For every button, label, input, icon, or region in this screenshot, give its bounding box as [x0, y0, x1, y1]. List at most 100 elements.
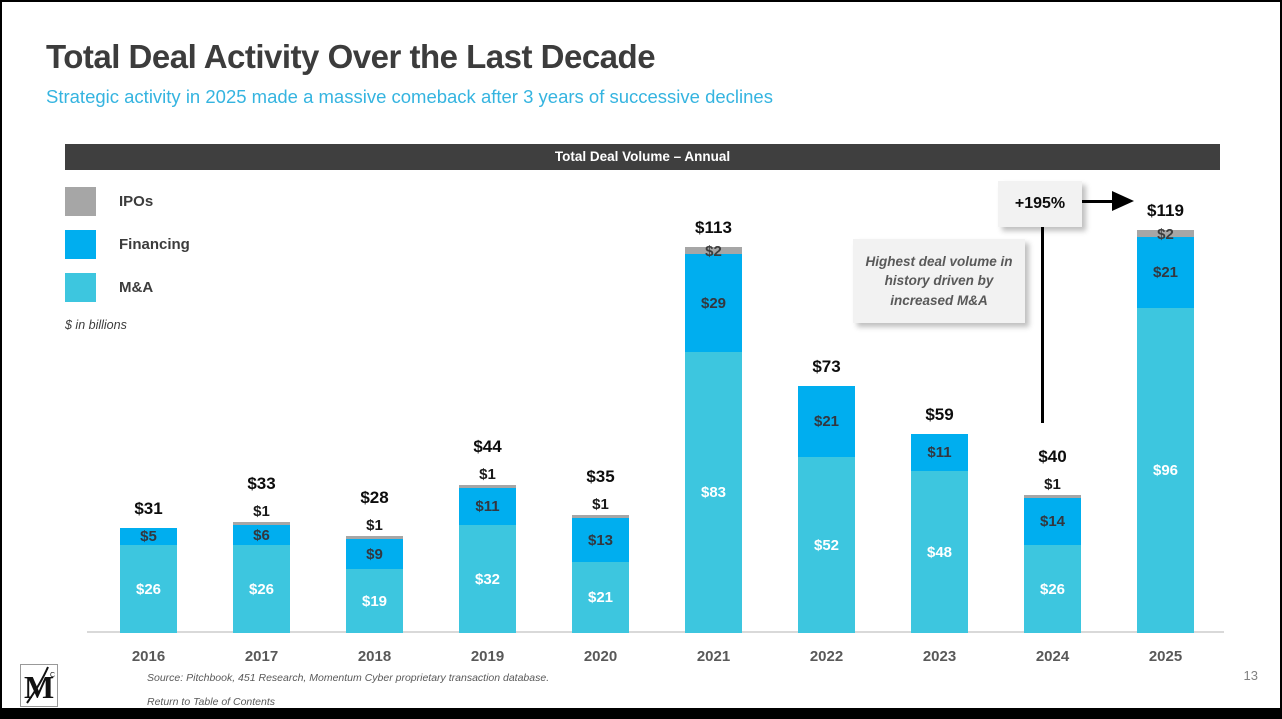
- bar-segment-ma-2023: $48: [911, 471, 968, 633]
- bar-segment-ipos-2024: [1024, 495, 1081, 498]
- x-tick-2017: 2017: [244, 648, 279, 665]
- bar-segment-ipos-2017: [233, 522, 290, 525]
- financing-value-2016: $5: [140, 528, 157, 545]
- bar-segment-financing-2017: $6: [233, 525, 290, 545]
- total-label-2024: $40: [1038, 447, 1067, 466]
- total-label-2019: $44: [473, 437, 502, 456]
- financing-value-2021: $29: [700, 294, 727, 312]
- chart-column-2018: $28 $1 $9 $19 2018: [318, 172, 431, 665]
- bar-segment-ma-2018: $19: [346, 569, 403, 633]
- stacked-bar-2023: $11 $48: [911, 434, 968, 633]
- financing-value-2023: $11: [927, 444, 952, 461]
- callout-arrow-line: [1082, 200, 1112, 203]
- bar-segment-ma-2016: $26: [120, 545, 177, 633]
- growth-callout: +195%: [998, 181, 1082, 227]
- x-tick-2018: 2018: [357, 648, 392, 665]
- legend-item-financing: Financing: [65, 230, 190, 259]
- total-label-2018: $28: [360, 488, 389, 507]
- bar-segment-financing-2016: $5: [120, 528, 177, 545]
- ipo-label-2018: $1: [366, 517, 383, 534]
- ma-value-2018: $19: [361, 592, 388, 610]
- return-to-toc-link[interactable]: Return to Table of Contents: [147, 696, 276, 708]
- stacked-bar-2022: $21 $52: [798, 386, 855, 633]
- chart-column-2022: $73 $21 $52 2022: [770, 172, 883, 665]
- total-label-2025: $119: [1147, 201, 1184, 220]
- logo-m-icon: M C: [24, 666, 55, 705]
- x-tick-2016: 2016: [131, 648, 166, 665]
- bar-chart-plot: $31 $5 $26 2016 $33 $1 $6 $26 2017 $28 $1 $9 $19 2018…: [92, 172, 1222, 665]
- bar-segment-financing-2018: $9: [346, 539, 403, 569]
- legend-item-ipos: IPOs: [65, 187, 190, 216]
- bar-segment-ma-2019: $32: [459, 525, 516, 633]
- legend-label-ipos: IPOs: [119, 193, 154, 210]
- momentum-cyber-logo: M C: [20, 664, 58, 707]
- ma-value-2021: $83: [700, 484, 727, 501]
- ma-value-2019: $32: [474, 570, 501, 588]
- stacked-bar-2021: $2 $29 $83: [685, 243, 742, 633]
- chart-title-bar: Total Deal Volume – Annual: [65, 144, 1220, 170]
- legend-label-financing: Financing: [119, 236, 190, 253]
- ma-value-2024: $26: [1039, 580, 1066, 598]
- x-tick-2023: 2023: [922, 648, 957, 665]
- total-label-2021: $113: [695, 218, 732, 237]
- chart-column-2021: $113 $2 $29 $83 2021: [657, 172, 770, 665]
- bar-segment-ipos-2021: [685, 247, 742, 254]
- ipo-label-2024: $1: [1044, 476, 1061, 493]
- ma-value-2025: $96: [1152, 462, 1179, 479]
- bar-segment-ma-2022: $52: [798, 457, 855, 633]
- chart-column-2024: $40 $1 $14 $26 2024: [996, 172, 1109, 665]
- stacked-bar-2020: $13 $21: [572, 515, 629, 633]
- source-note: Source: Pitchbook, 451 Research, Momentu…: [147, 672, 550, 684]
- financing-swatch-icon: [65, 230, 96, 259]
- bar-segment-ma-2025: $96: [1137, 308, 1194, 633]
- stacked-bar-2025: $2 $21 $96: [1137, 226, 1194, 633]
- ipo-label-2017: $1: [253, 503, 270, 520]
- financing-value-2020: $13: [587, 531, 614, 549]
- page-number: 13: [1243, 668, 1258, 683]
- ipo-label-2020: $1: [592, 496, 609, 513]
- ma-value-2016: $26: [135, 580, 162, 598]
- total-label-2023: $59: [925, 405, 954, 424]
- x-tick-2025: 2025: [1148, 648, 1183, 665]
- callout-arrow-head-icon: [1112, 191, 1134, 211]
- x-tick-2024: 2024: [1035, 648, 1070, 665]
- ma-value-2017: $26: [248, 580, 275, 598]
- financing-value-2025: $21: [1152, 264, 1179, 281]
- bar-segment-ma-2017: $26: [233, 545, 290, 633]
- ipo-label-2019: $1: [479, 466, 496, 483]
- legend-item-ma: M&A: [65, 273, 190, 302]
- bar-segment-ipos-2018: [346, 536, 403, 539]
- total-label-2017: $33: [247, 474, 276, 493]
- bar-segment-ipos-2025: [1137, 230, 1194, 237]
- x-tick-2020: 2020: [583, 648, 618, 665]
- chart-legend: IPOs Financing M&A: [65, 187, 190, 316]
- total-label-2022: $73: [812, 357, 841, 376]
- ipo-label-2025: $2: [1157, 226, 1174, 243]
- financing-value-2018: $9: [366, 545, 383, 563]
- bar-segment-ma-2020: $21: [572, 562, 629, 633]
- svg-text:C: C: [50, 672, 55, 679]
- chart-column-2017: $33 $1 $6 $26 2017: [205, 172, 318, 665]
- financing-value-2019: $11: [475, 498, 500, 515]
- units-note: $ in billions: [65, 318, 127, 332]
- bar-segment-ipos-2020: [572, 515, 629, 518]
- page-subtitle: Strategic activity in 2025 made a massiv…: [46, 86, 773, 107]
- bar-segment-financing-2021: $29: [685, 254, 742, 352]
- stacked-bar-2024: $14 $26: [1024, 495, 1081, 633]
- bar-segment-ma-2024: $26: [1024, 545, 1081, 633]
- financing-value-2024: $14: [1039, 513, 1066, 530]
- total-label-2016: $31: [134, 499, 163, 518]
- chart-column-2023: $59 $11 $48 2023: [883, 172, 996, 665]
- x-axis-line: [87, 631, 1224, 633]
- total-label-2020: $35: [586, 467, 615, 486]
- x-tick-2022: 2022: [809, 648, 844, 665]
- ma-value-2023: $48: [926, 543, 953, 561]
- chart-column-2025: $119 $2 $21 $96 2025: [1109, 172, 1222, 665]
- financing-value-2022: $21: [813, 413, 840, 430]
- highest-volume-note: Highest deal volume in history driven by…: [853, 239, 1025, 323]
- ma-swatch-icon: [65, 273, 96, 302]
- chart-column-2020: $35 $1 $13 $21 2020: [544, 172, 657, 665]
- bar-segment-ipos-2019: [459, 485, 516, 488]
- stacked-bar-2016: $5 $26: [120, 528, 177, 633]
